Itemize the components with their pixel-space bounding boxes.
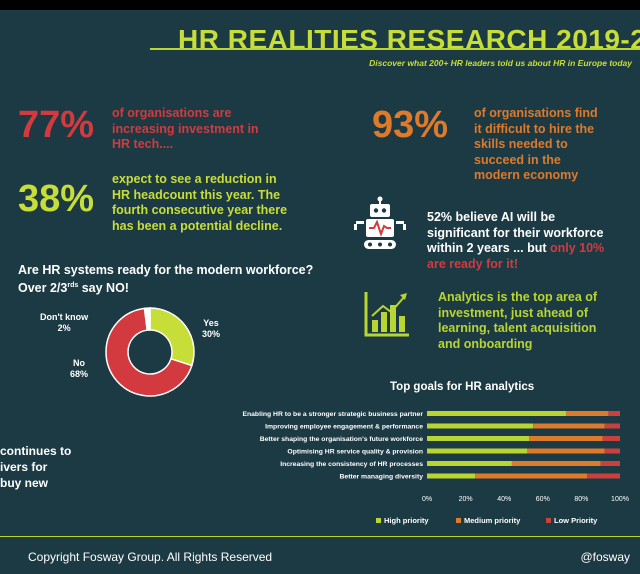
question-line2: Over 2/3rds say NO! <box>18 278 348 296</box>
stat-38-value: 38% <box>18 180 94 218</box>
bar-low-priority <box>601 461 620 466</box>
ai-stat-line-b: ... but <box>513 241 550 255</box>
category-label: Better shaping the organisation's future… <box>260 436 423 443</box>
analytics-text: Analytics is the top area of investment,… <box>438 290 603 352</box>
legend-label: Medium priority <box>464 516 521 525</box>
bar-high-priority <box>427 449 527 454</box>
top-black-band <box>0 0 640 10</box>
analytics-chart-icon <box>363 290 411 338</box>
copyright: Copyright Fosway Group. All Rights Reser… <box>28 550 272 564</box>
x-tick-label: 0% <box>422 496 432 503</box>
page-subtitle: Discover what 200+ HR leaders told us ab… <box>369 58 632 68</box>
pie-label-no: No 68% <box>70 358 88 380</box>
bar-high-priority <box>427 461 512 466</box>
bar-low-priority <box>605 449 620 454</box>
bar-high-priority <box>427 411 566 416</box>
bar-medium-priority <box>533 424 604 429</box>
x-tick-label: 60% <box>536 496 550 503</box>
bar-low-priority <box>608 411 620 416</box>
legend-label: High priority <box>384 516 429 525</box>
category-label: Enabling HR to be a stronger strategic b… <box>242 411 423 418</box>
category-label: Improving employee engagement & performa… <box>265 424 423 431</box>
ai-stat-text: 52% believe AI will be significant for t… <box>427 210 612 272</box>
legend-swatch <box>456 518 461 523</box>
stat-77-text: of organisations are increasing investme… <box>112 106 262 153</box>
category-label: Better managing diversity <box>340 474 424 481</box>
pie-chart <box>100 302 200 402</box>
bar-medium-priority <box>529 436 602 441</box>
bar-medium-priority <box>512 461 601 466</box>
pie-slice-yes <box>150 308 194 366</box>
x-tick-label: 20% <box>459 496 473 503</box>
legend-label: Low Priority <box>554 516 598 525</box>
social-handle: @fosway <box>580 550 630 564</box>
stat-77-value: 77% <box>18 106 94 144</box>
pie-label-yes: Yes 30% <box>202 318 220 340</box>
stat-93-text: of organisations find it difficult to hi… <box>474 106 599 184</box>
question-line1: Are HR systems ready for the modern work… <box>18 262 348 278</box>
bar-medium-priority <box>566 411 608 416</box>
robot-icon <box>352 196 408 252</box>
bar-low-priority <box>603 436 620 441</box>
category-label: Increasing the consistency of HR process… <box>280 461 423 468</box>
stat-38-text: expect to see a reduction in HR headcoun… <box>112 172 292 234</box>
x-tick-label: 80% <box>574 496 588 503</box>
bar-medium-priority <box>527 449 604 454</box>
pie-label-dontknow: Don't know 2% <box>40 312 88 334</box>
page-title: HR REALITIES RESEARCH 2019-20 <box>178 24 640 56</box>
x-tick-label: 100% <box>611 496 629 503</box>
footer-rule <box>0 536 640 537</box>
question-text: Are HR systems ready for the modern work… <box>18 262 348 296</box>
bar-high-priority <box>427 436 529 441</box>
bar-medium-priority <box>475 474 587 479</box>
stat-93-value: 93% <box>372 106 448 144</box>
bar-low-priority <box>605 424 620 429</box>
legend-swatch <box>546 518 551 523</box>
title-underline <box>150 48 640 50</box>
x-tick-label: 40% <box>497 496 511 503</box>
bar-low-priority <box>587 474 620 479</box>
bar-high-priority <box>427 474 475 479</box>
cut-off-text: continues to ivers for buy new <box>0 443 71 491</box>
category-label: Optimising HR service quality & provisio… <box>287 449 423 456</box>
chart-title: Top goals for HR analytics <box>390 381 534 393</box>
bar-high-priority <box>427 424 533 429</box>
stacked-bar-chart: Enabling HR to be a stronger strategic b… <box>180 400 640 536</box>
legend-swatch <box>376 518 381 523</box>
